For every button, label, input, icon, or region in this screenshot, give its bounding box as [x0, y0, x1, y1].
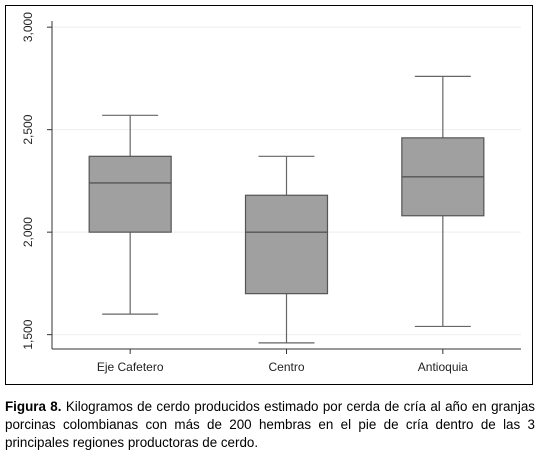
x-tick-label: Antioquia	[418, 360, 468, 374]
x-tick-label: Centro	[268, 360, 304, 374]
chart-frame: 1,500 2,000 2,500 3,000 Eje Cafetero Centro An…	[5, 5, 533, 385]
y-tick-label: 1,500	[21, 319, 35, 349]
box-eje-cafetero	[88, 155, 172, 233]
figure-caption: Figura 8. Kilogramos de cerdo producidos…	[5, 398, 535, 452]
boxplot-chart: 1,500 2,000 2,500 3,000 Eje Cafetero Centro An…	[21, 12, 521, 374]
caption-text: Kilogramos de cerdo producidos estimado …	[5, 399, 535, 450]
box-centro	[244, 194, 329, 295]
y-tick-label: 3,000	[21, 12, 35, 42]
y-tick-label: 2,500	[21, 114, 35, 144]
x-tick-label: Eje Cafetero	[97, 360, 164, 374]
caption-label: Figura 8.	[5, 399, 62, 414]
y-tick-label: 2,000	[21, 217, 35, 247]
